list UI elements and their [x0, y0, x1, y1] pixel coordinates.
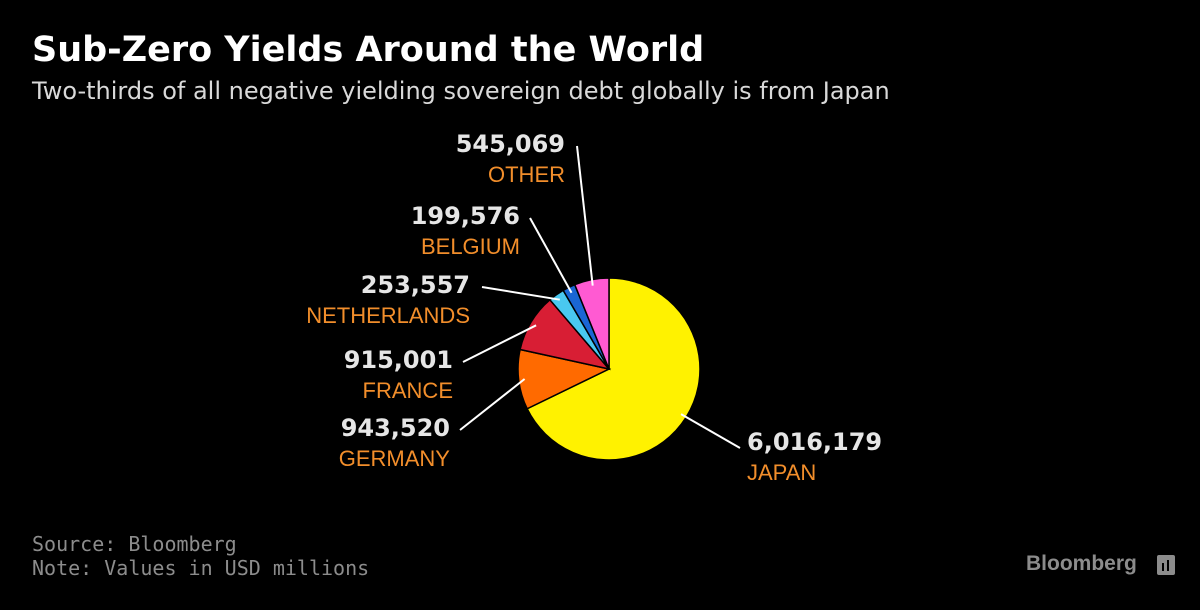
value-label-germany: 943,520: [341, 414, 450, 442]
value-label-belgium: 199,576: [411, 202, 520, 230]
pie-slices: [517, 277, 701, 461]
leader-line-netherlands: [481, 286, 560, 301]
leader-line-france: [462, 324, 537, 363]
bloomberg-logo: Bloomberg: [1026, 552, 1137, 575]
source-note: Source: Bloomberg: [32, 532, 237, 556]
leader-lines: [459, 145, 741, 449]
slice-labels: 6,016,179 JAPAN 943,520 GERMANY 915,001 FRANC…: [306, 130, 882, 485]
chart-subtitle: Two-thirds of all negative yielding sove…: [32, 77, 890, 105]
leader-line-japan: [680, 413, 741, 449]
value-label-france: 915,001: [344, 346, 453, 374]
leader-line-belgium: [529, 217, 573, 294]
leader-line-germany: [459, 378, 526, 431]
category-label-netherlands: NETHERLANDS: [306, 303, 470, 328]
value-label-other: 545,069: [456, 130, 565, 158]
value-label-netherlands: 253,557: [361, 271, 470, 299]
category-label-japan: JAPAN: [747, 460, 816, 485]
leader-line-other: [576, 145, 594, 286]
chart-title: Sub-Zero Yields Around the World: [32, 30, 705, 70]
category-label-belgium: BELGIUM: [421, 234, 520, 259]
units-note: Note: Values in USD millions: [32, 556, 370, 580]
value-label-japan: 6,016,179: [747, 428, 882, 456]
category-label-germany: GERMANY: [339, 446, 451, 471]
category-label-france: FRANCE: [363, 378, 453, 403]
category-label-other: OTHER: [488, 162, 565, 187]
bloomberg-logo-icon: [1157, 555, 1175, 575]
